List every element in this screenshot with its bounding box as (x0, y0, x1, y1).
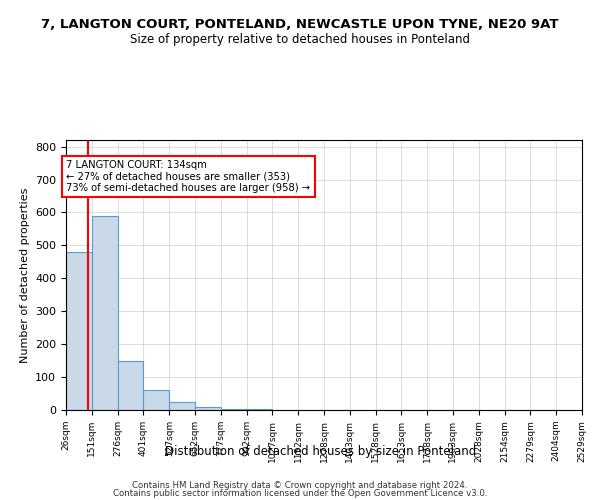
Text: Contains HM Land Registry data © Crown copyright and database right 2024.: Contains HM Land Registry data © Crown c… (132, 480, 468, 490)
Text: Distribution of detached houses by size in Ponteland: Distribution of detached houses by size … (166, 445, 476, 458)
Text: Contains public sector information licensed under the Open Government Licence v3: Contains public sector information licen… (113, 489, 487, 498)
Bar (143, 390, 169, 410)
Bar (221, 408, 247, 410)
Bar (195, 406, 221, 410)
Y-axis label: Number of detached properties: Number of detached properties (20, 188, 29, 362)
Text: 7 LANGTON COURT: 134sqm
← 27% of detached houses are smaller (353)
73% of semi-d: 7 LANGTON COURT: 134sqm ← 27% of detache… (67, 160, 311, 193)
Bar (66, 252, 92, 410)
Text: Size of property relative to detached houses in Ponteland: Size of property relative to detached ho… (130, 32, 470, 46)
Text: 7, LANGTON COURT, PONTELAND, NEWCASTLE UPON TYNE, NE20 9AT: 7, LANGTON COURT, PONTELAND, NEWCASTLE U… (41, 18, 559, 30)
Bar (169, 402, 195, 410)
Bar (118, 360, 143, 410)
Bar (92, 216, 118, 410)
